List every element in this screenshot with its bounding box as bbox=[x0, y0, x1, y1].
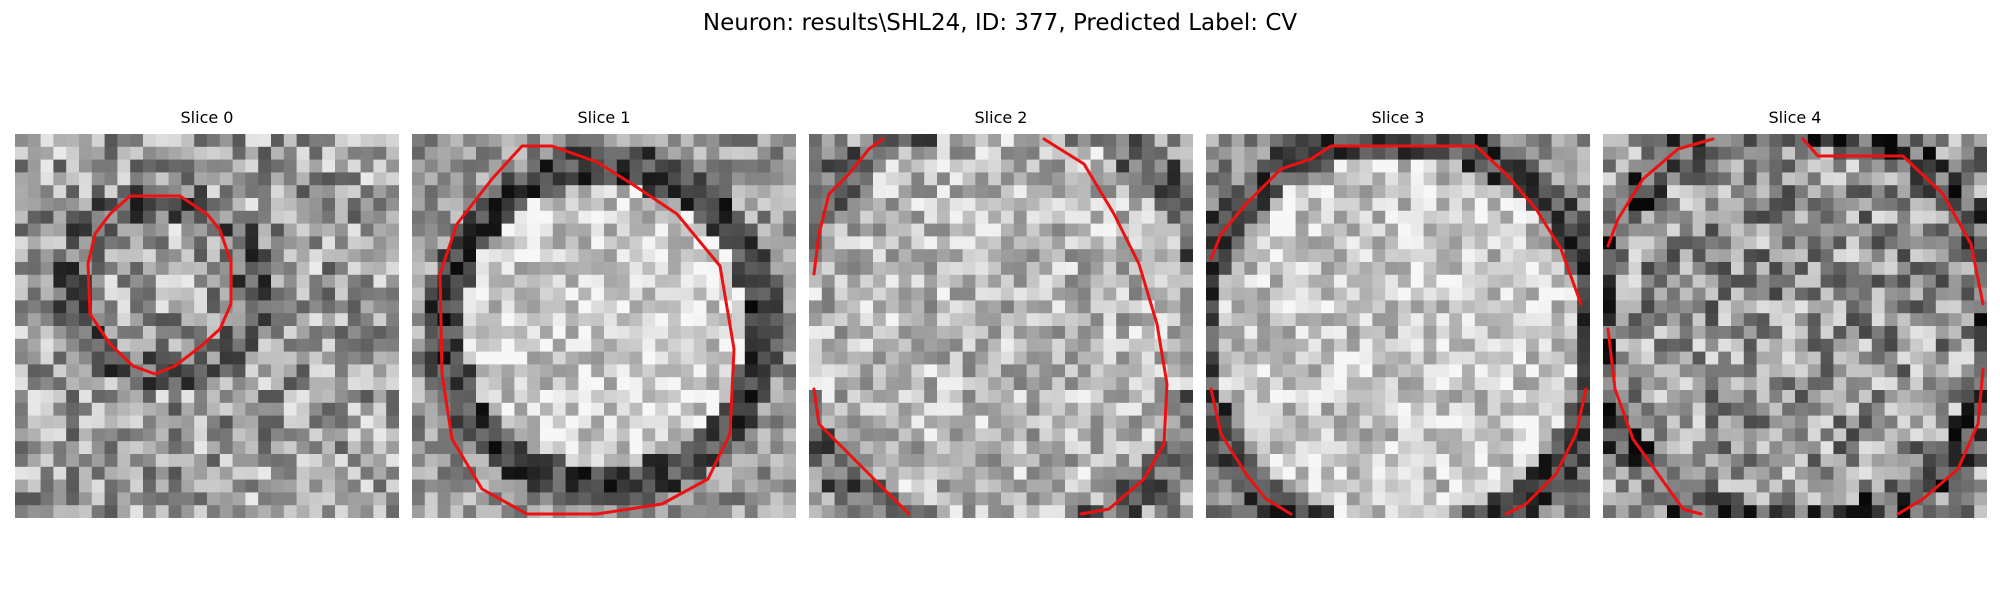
segmentation-contour bbox=[1801, 137, 1985, 306]
slice-image bbox=[809, 134, 1193, 518]
slice-panel-4: Slice 4 bbox=[1603, 108, 1987, 518]
segmentation-contour bbox=[1209, 144, 1583, 306]
slice-title: Slice 4 bbox=[1768, 108, 1822, 127]
slice-title: Slice 3 bbox=[1371, 108, 1425, 127]
slice-panel-2: Slice 2 bbox=[809, 108, 1193, 518]
segmentation-contour bbox=[1209, 387, 1293, 516]
segmentation-contour bbox=[1606, 327, 1703, 516]
slice-title: Slice 0 bbox=[180, 108, 234, 127]
slice-image bbox=[15, 134, 399, 518]
segmentation-contour bbox=[438, 144, 736, 516]
grayscale-pixels bbox=[1603, 134, 1987, 518]
segmentation-contour bbox=[86, 194, 233, 376]
slice-panel-1: Slice 1 bbox=[412, 108, 796, 518]
slice-panel-0: Slice 0 bbox=[15, 108, 399, 518]
slice-title: Slice 2 bbox=[974, 108, 1028, 127]
grayscale-pixels bbox=[15, 134, 399, 518]
slice-image bbox=[412, 134, 796, 518]
segmentation-contour bbox=[1606, 137, 1715, 248]
segmentation-contour bbox=[1042, 137, 1169, 516]
figure-title: Neuron: results\SHL24, ID: 377, Predicte… bbox=[702, 10, 1298, 36]
slice-panel-3: Slice 3 bbox=[1206, 108, 1590, 518]
slice-image bbox=[1206, 134, 1590, 518]
segmentation-contour bbox=[812, 137, 885, 276]
grayscale-pixels bbox=[412, 134, 796, 518]
grayscale-pixels bbox=[809, 134, 1193, 518]
slice-image bbox=[1603, 134, 1987, 518]
grayscale-pixels bbox=[1206, 134, 1590, 518]
segmentation-contour bbox=[1896, 367, 1985, 516]
segmentation-contour bbox=[812, 387, 911, 516]
segmentation-contour bbox=[1504, 387, 1588, 516]
slice-title: Slice 1 bbox=[577, 108, 631, 127]
